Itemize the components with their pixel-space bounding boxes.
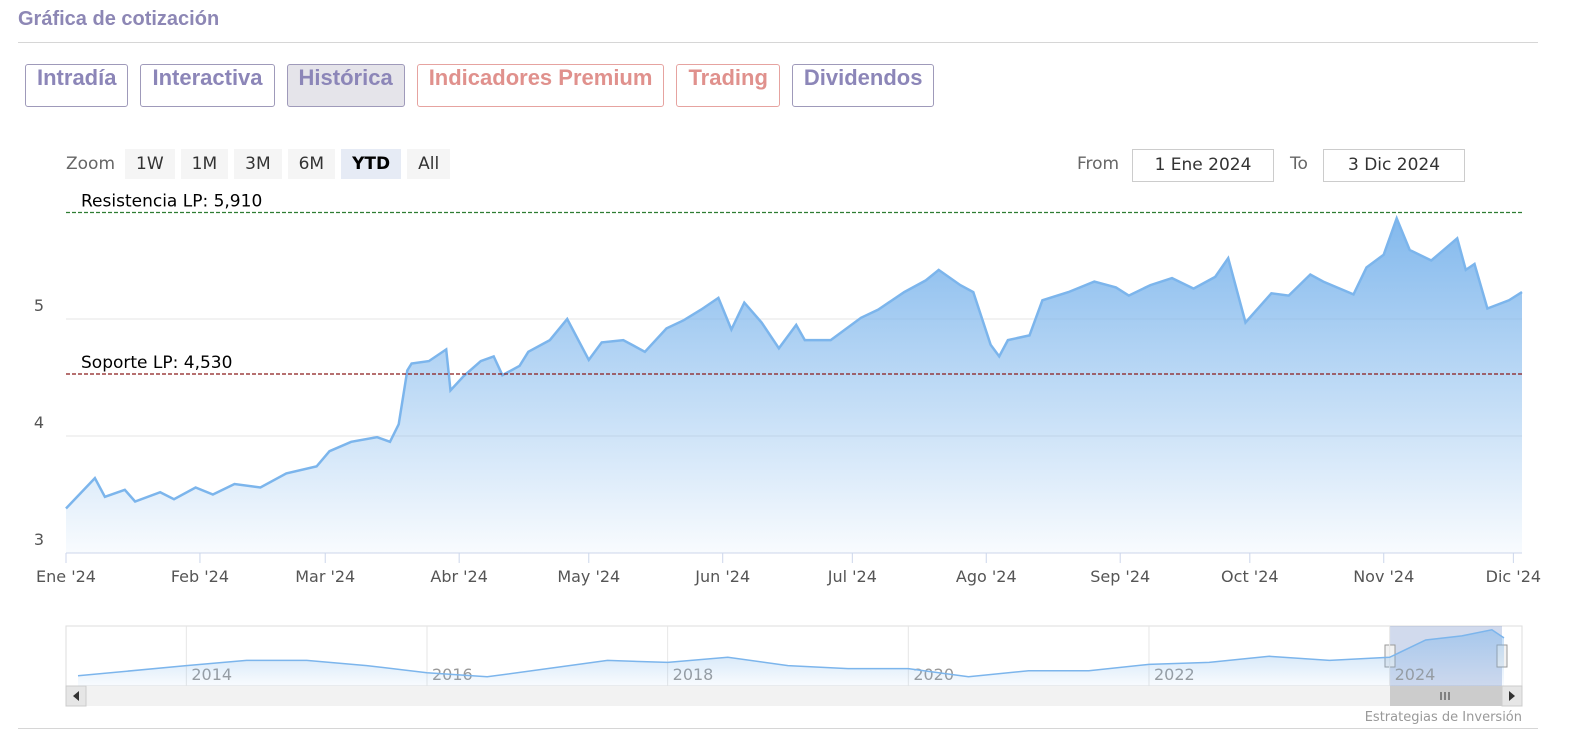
x-tick-label: Jun '24: [694, 567, 750, 586]
credits: Estrategias de Inversión: [1365, 710, 1522, 725]
zoom-bar: Zoom 1W 1M 3M 6M YTD All: [66, 149, 451, 179]
zoom-button[interactable]: 1W: [125, 149, 175, 179]
y-tick-label: 5: [34, 296, 44, 315]
x-tick-label: May '24: [557, 567, 620, 586]
y-tick-label: 3: [34, 530, 44, 549]
arrow: [73, 691, 79, 701]
zoom-button[interactable]: 3M: [234, 149, 282, 179]
from-input[interactable]: 1 Ene 2024: [1132, 149, 1274, 182]
plot-line-label: Soporte LP: 4,530: [81, 353, 232, 373]
tab[interactable]: Histórica: [286, 64, 405, 107]
zoom-button[interactable]: All: [407, 149, 451, 179]
zoom-button[interactable]: 6M: [287, 149, 336, 179]
tab[interactable]: Intradía: [25, 64, 129, 107]
scrollbar-track[interactable]: [66, 686, 1522, 706]
x-tick-label: Feb '24: [171, 567, 229, 586]
x-tick-label: Ago '24: [956, 567, 1017, 586]
to-input[interactable]: 3 Dic 2024: [1323, 149, 1465, 182]
x-tick-label: Abr '24: [430, 567, 488, 586]
plot-line-label: Resistencia LP: 5,910: [81, 192, 262, 212]
x-tick-label: Ene '24: [36, 567, 96, 586]
navigator-line: [77, 629, 1505, 678]
grip: [1440, 692, 1450, 700]
area-fill: [66, 218, 1522, 553]
zoom-button[interactable]: 1M: [180, 149, 229, 179]
from-label: From: [1077, 154, 1120, 174]
x-tick-label: Jul '24: [827, 567, 877, 586]
x-tick-label: Dic '24: [1486, 567, 1541, 586]
divider: [18, 42, 1538, 43]
x-tick-label: Sep '24: [1090, 567, 1150, 586]
area-line: [65, 214, 1523, 510]
to-label: To: [1290, 154, 1308, 174]
tab-bar: Intradía Interactiva Histórica Indicador…: [25, 64, 935, 107]
x-tick-label: Mar '24: [295, 567, 355, 586]
divider: [18, 728, 1538, 729]
x-tick-label: Nov '24: [1353, 567, 1414, 586]
navigator-area: [78, 629, 1504, 686]
x-tick-label: Oct '24: [1221, 567, 1279, 586]
zoom-button[interactable]: YTD: [341, 149, 402, 179]
tab[interactable]: Dividendos: [791, 64, 935, 107]
tab[interactable]: Indicadores Premium: [416, 64, 665, 107]
tab[interactable]: Trading: [676, 64, 780, 107]
tab[interactable]: Interactiva: [140, 64, 275, 107]
header-title: Gráfica de cotización: [18, 8, 220, 30]
zoom-label: Zoom: [66, 154, 116, 174]
scrollbar-thumb[interactable]: [1390, 686, 1502, 706]
y-tick-label: 4: [34, 413, 44, 432]
arrow: [1509, 691, 1515, 701]
